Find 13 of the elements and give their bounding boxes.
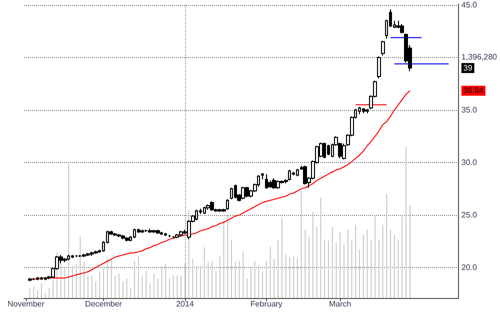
x-tick-label: 2014: [176, 300, 194, 308]
y2-tick-label: 1,396,280: [461, 52, 498, 62]
x-tick-label: December: [85, 300, 122, 308]
y-tick-label: 25.0: [461, 210, 478, 220]
x-tick-label: March: [328, 300, 352, 308]
y-tick-label: 35.0: [461, 106, 478, 115]
y-tick-label: 45.0: [461, 0, 478, 10]
annotation: 36.84: [463, 86, 484, 96]
annotation: 39: [463, 64, 473, 73]
y-tick-label: 20.0: [461, 263, 478, 272]
x-tick-label: February: [250, 300, 282, 308]
x-tick-label: November: [7, 300, 45, 308]
y-tick-label: 30.0: [461, 158, 478, 168]
